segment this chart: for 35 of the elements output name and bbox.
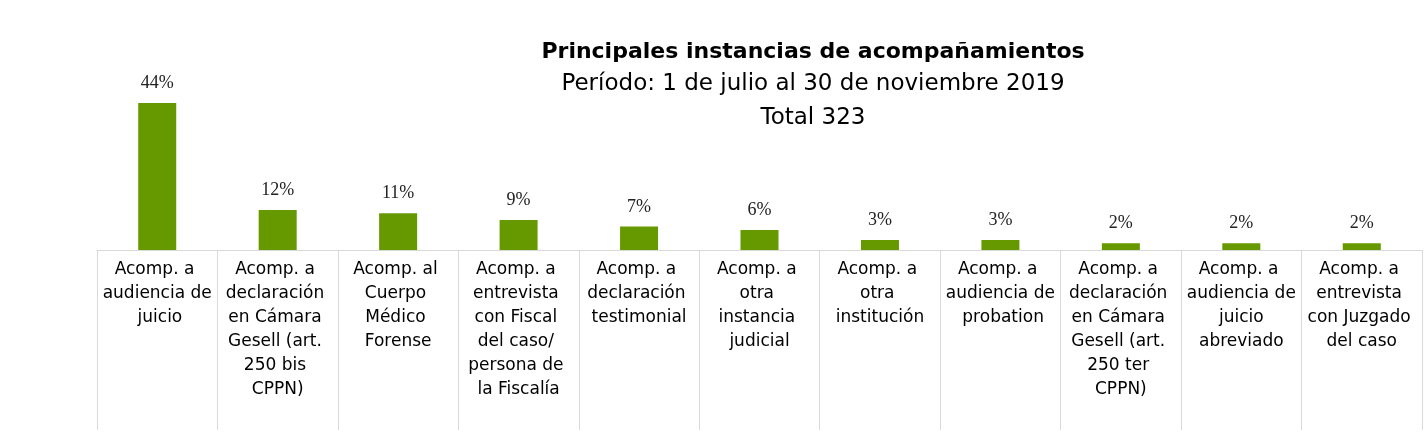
- x-tick-label: Acomp. a audiencia de juicio: [102, 258, 212, 326]
- data-label: 3%: [867, 208, 892, 229]
- bar: [1222, 243, 1261, 250]
- x-tick-label: Acomp. a otra instancia judicial: [716, 258, 803, 350]
- bar: [499, 219, 538, 250]
- data-label: 2%: [1108, 212, 1133, 233]
- data-label: 9%: [506, 188, 531, 209]
- chart-title: Principales instancias de acompañamientos: [541, 37, 1085, 63]
- bar: [981, 239, 1020, 250]
- x-tick-label: Acomp. a audiencia de probation: [945, 258, 1055, 326]
- bar: [860, 239, 899, 250]
- bar: [379, 213, 418, 250]
- x-tick-label: Acomp. a entrevista con Fiscal del caso/ persona de la Fiscalía: [468, 258, 569, 398]
- bar: [1101, 243, 1140, 250]
- x-tick-label: Acomp. a declaración en Cámara Gesell (art. 250 ter CPPN): [1068, 258, 1173, 398]
- data-label: 3%: [988, 208, 1013, 229]
- data-label: 11%: [381, 182, 415, 203]
- x-tick-label: Acomp. a declaración en Cámara Gesell (art. 250 bis CPPN): [225, 258, 330, 398]
- data-label: 6%: [747, 198, 772, 219]
- data-label: 2%: [1229, 212, 1254, 233]
- data-label: 12%: [261, 178, 295, 199]
- data-label: 44%: [140, 72, 174, 93]
- x-tick-label: Acomp. a otra institución: [835, 258, 925, 326]
- bar: [620, 226, 659, 250]
- x-tick-label: Acomp. a audiencia de juicio abreviado: [1186, 258, 1296, 350]
- chart-subtitle: Período: 1 de julio al 30 de noviembre 2019 Total 323: [561, 69, 1065, 129]
- bar: [258, 209, 297, 250]
- data-label: 2%: [1349, 212, 1374, 233]
- bar: [138, 103, 177, 250]
- x-tick-label: Acomp. a declaración testimonial: [587, 258, 691, 326]
- bar: [740, 229, 779, 250]
- x-tick-label: Acomp. a entrevista con Juzgado del caso: [1307, 258, 1416, 350]
- data-label: 7%: [627, 195, 652, 216]
- bar: [1342, 243, 1381, 250]
- x-tick-label: Acomp. al Cuerpo Médico Forense: [353, 258, 444, 350]
